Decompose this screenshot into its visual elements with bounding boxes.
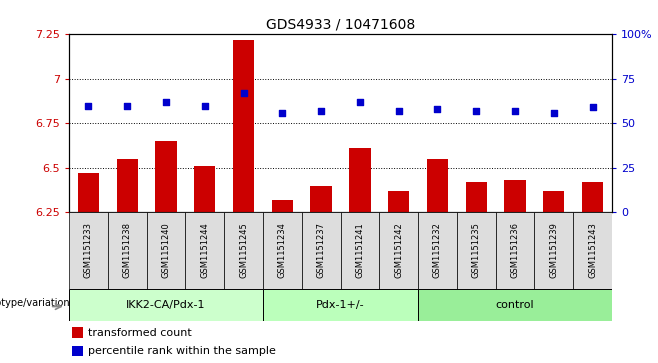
Bar [72,346,83,356]
Text: GSM1151243: GSM1151243 [588,223,597,278]
Bar [418,289,612,321]
Text: genotype/variation: genotype/variation [0,298,70,308]
Text: GSM1151242: GSM1151242 [394,223,403,278]
Point [471,108,482,114]
Point [588,105,598,110]
Point [316,108,326,114]
Bar [466,182,487,212]
Bar [72,327,83,338]
Bar [186,212,224,289]
Bar [78,173,99,212]
Text: transformed count: transformed count [88,327,192,338]
Text: GSM1151245: GSM1151245 [239,223,248,278]
Bar [418,212,457,289]
Text: GSM1151238: GSM1151238 [123,223,132,278]
Text: control: control [495,300,534,310]
Text: GSM1151239: GSM1151239 [549,223,558,278]
Point [432,106,443,112]
Bar [457,212,495,289]
Bar [534,212,573,289]
Point [277,110,288,116]
Bar [263,212,302,289]
Bar [388,191,409,212]
Text: GSM1151235: GSM1151235 [472,223,481,278]
Bar [194,166,215,212]
Text: GSM1151240: GSM1151240 [161,223,170,278]
Point [122,103,132,109]
Text: GSM1151237: GSM1151237 [316,223,326,278]
Bar [155,141,177,212]
Bar [272,200,293,212]
Point [199,103,210,109]
Text: GSM1151241: GSM1151241 [355,223,365,278]
Bar [349,148,370,212]
Bar [147,212,186,289]
Text: GSM1151233: GSM1151233 [84,223,93,278]
Bar [379,212,418,289]
Bar [340,212,379,289]
Point [510,108,520,114]
Bar [582,182,603,212]
Bar [495,212,534,289]
Bar [302,212,340,289]
Point [355,99,365,105]
Point [238,90,249,96]
Text: GSM1151232: GSM1151232 [433,223,442,278]
Text: percentile rank within the sample: percentile rank within the sample [88,346,276,356]
Bar [69,212,108,289]
Point [393,108,404,114]
Bar [233,40,254,212]
Text: Pdx-1+/-: Pdx-1+/- [316,300,365,310]
Point [83,103,93,109]
Point [549,110,559,116]
Bar [427,159,448,212]
Text: GSM1151236: GSM1151236 [511,223,520,278]
Bar [263,289,418,321]
Bar [311,185,332,212]
Text: GSM1151244: GSM1151244 [200,223,209,278]
Point [161,99,171,105]
Bar [116,159,138,212]
Bar [543,191,565,212]
Text: IKK2-CA/Pdx-1: IKK2-CA/Pdx-1 [126,300,206,310]
Text: GSM1151234: GSM1151234 [278,223,287,278]
Bar [69,289,263,321]
Bar [108,212,147,289]
Title: GDS4933 / 10471608: GDS4933 / 10471608 [266,18,415,32]
Bar [573,212,612,289]
Bar [224,212,263,289]
Bar [504,180,526,212]
